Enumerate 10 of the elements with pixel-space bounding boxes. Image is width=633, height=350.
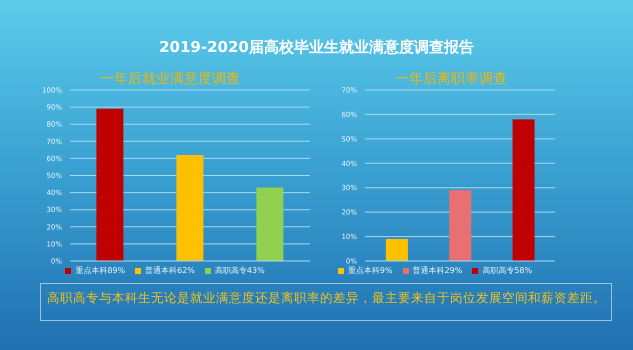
chart-title: 一年后离职率调查: [395, 70, 507, 88]
text: 高职高专与本科生无论是就业满意度还是离职率的差异，最主要来自于岗位发展空间和薪资差距。: [47, 290, 606, 307]
legend-label: 普通本科62%: [145, 266, 195, 275]
legend-label: 高职高专43%: [214, 266, 265, 275]
legend-label: 普通本科29%: [412, 266, 462, 275]
legend-label: 高职高专58%: [482, 266, 532, 275]
chart-title: 一年后就业满意度调查: [100, 70, 240, 88]
legend-label: 重点本科89%: [75, 266, 126, 275]
text: 2019-2020届高校毕业生就业满意度调查报告: [158, 38, 475, 57]
legend-label: 重点本科9%: [348, 266, 393, 275]
